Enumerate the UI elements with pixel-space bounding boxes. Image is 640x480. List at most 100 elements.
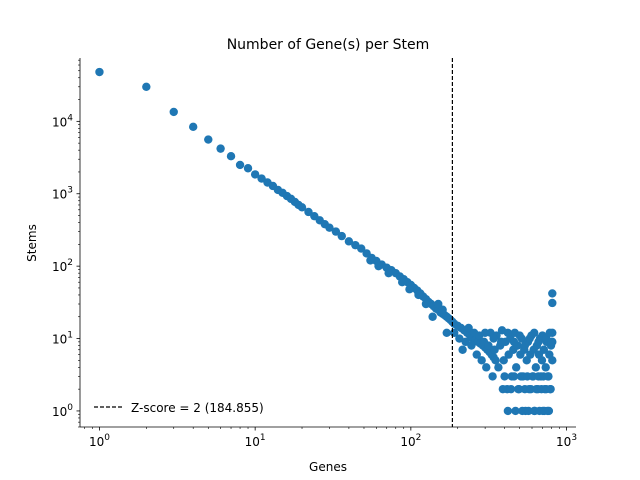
data-point xyxy=(520,341,530,350)
y-tick-label-base: 10 xyxy=(52,260,67,274)
data-point xyxy=(477,356,486,365)
y-tick-label-exponent: 4 xyxy=(67,113,73,123)
data-point xyxy=(344,237,354,246)
x-tick-label-exponent: 2 xyxy=(416,433,422,443)
x-tick-label-base: 10 xyxy=(89,435,104,449)
data-point xyxy=(374,261,383,271)
data-point xyxy=(188,122,198,132)
data-point xyxy=(543,372,553,381)
data-point xyxy=(421,299,431,309)
data-point xyxy=(515,331,524,340)
y-axis-label: Stems xyxy=(25,224,39,262)
data-point xyxy=(235,160,245,170)
data-point xyxy=(514,384,523,394)
x-ticks: 100 101 102 103 xyxy=(84,427,577,449)
y-tick-label-exponent: 0 xyxy=(67,403,73,413)
y-tick-label-base: 10 xyxy=(52,188,67,202)
data-point xyxy=(442,328,451,338)
y-tick-label: 103 xyxy=(52,186,73,202)
data-point xyxy=(494,363,503,372)
data-point xyxy=(541,363,550,372)
data-point xyxy=(523,372,532,381)
data-point xyxy=(544,406,554,416)
y-tick-label-base: 10 xyxy=(52,405,67,419)
data-point xyxy=(226,152,236,161)
x-tick-label-base: 10 xyxy=(400,435,415,449)
x-tick-label-exponent: 0 xyxy=(104,433,110,443)
data-point xyxy=(509,337,519,347)
data-point xyxy=(512,363,521,372)
data-point xyxy=(548,356,557,365)
data-point xyxy=(520,384,530,394)
data-point xyxy=(503,328,513,338)
data-point xyxy=(530,328,539,338)
data-point xyxy=(503,406,513,416)
legend-label: Z-score = 2 (184.855) xyxy=(131,401,264,415)
data-point xyxy=(506,384,516,394)
y-tick-label: 100 xyxy=(52,403,73,419)
data-point xyxy=(384,268,393,278)
data-point xyxy=(548,298,557,308)
data-point xyxy=(488,372,497,381)
data-point xyxy=(95,67,104,77)
data-point xyxy=(216,144,225,153)
data-point xyxy=(204,135,213,144)
y-tick-label: 101 xyxy=(52,331,73,347)
data-point xyxy=(405,285,414,294)
data-point xyxy=(547,337,556,347)
data-point xyxy=(297,203,307,212)
data-point xyxy=(357,244,366,253)
x-tick-label: 102 xyxy=(400,433,421,449)
data-point xyxy=(398,278,407,287)
y-tick-label: 102 xyxy=(52,258,73,274)
data-point xyxy=(337,231,346,241)
data-point xyxy=(467,341,476,350)
data-point xyxy=(509,372,519,381)
data-point xyxy=(537,356,547,365)
data-point xyxy=(531,363,541,372)
y-tick-label-exponent: 1 xyxy=(67,331,73,341)
x-tick-label-base: 10 xyxy=(556,435,571,449)
legend: Z-score = 2 (184.855) xyxy=(94,401,264,415)
data-point xyxy=(500,372,509,381)
data-point xyxy=(548,289,557,298)
x-axis-label: Genes xyxy=(309,460,347,474)
data-points xyxy=(95,67,557,416)
data-point xyxy=(455,334,464,343)
data-point xyxy=(499,356,508,365)
y-tick-label-exponent: 2 xyxy=(67,258,73,268)
data-point xyxy=(366,256,375,265)
x-tick-label: 101 xyxy=(245,433,266,449)
data-point xyxy=(458,345,467,354)
data-point xyxy=(498,384,508,394)
data-point xyxy=(142,82,151,92)
data-point xyxy=(438,305,447,314)
y-tick-label: 104 xyxy=(52,113,73,129)
data-point xyxy=(496,337,506,347)
x-tick-label-exponent: 1 xyxy=(260,433,266,443)
data-point xyxy=(482,363,491,372)
chart-title: Number of Gene(s) per Stem xyxy=(227,37,430,53)
x-tick-label-exponent: 3 xyxy=(571,433,577,443)
data-point xyxy=(169,107,178,117)
data-point xyxy=(243,164,253,173)
y-tick-label-base: 10 xyxy=(52,333,67,347)
data-point xyxy=(304,207,313,217)
y-tick-label-base: 10 xyxy=(52,115,67,129)
data-point xyxy=(484,341,493,350)
data-point xyxy=(539,345,549,354)
data-point xyxy=(250,170,260,179)
data-point xyxy=(511,406,520,416)
data-point xyxy=(491,356,500,365)
data-point xyxy=(414,290,423,300)
x-tick-label: 100 xyxy=(89,433,110,449)
data-point xyxy=(518,406,527,416)
data-point xyxy=(480,328,490,338)
data-point xyxy=(428,312,437,321)
x-tick-label-base: 10 xyxy=(245,435,260,449)
data-point xyxy=(525,334,534,343)
